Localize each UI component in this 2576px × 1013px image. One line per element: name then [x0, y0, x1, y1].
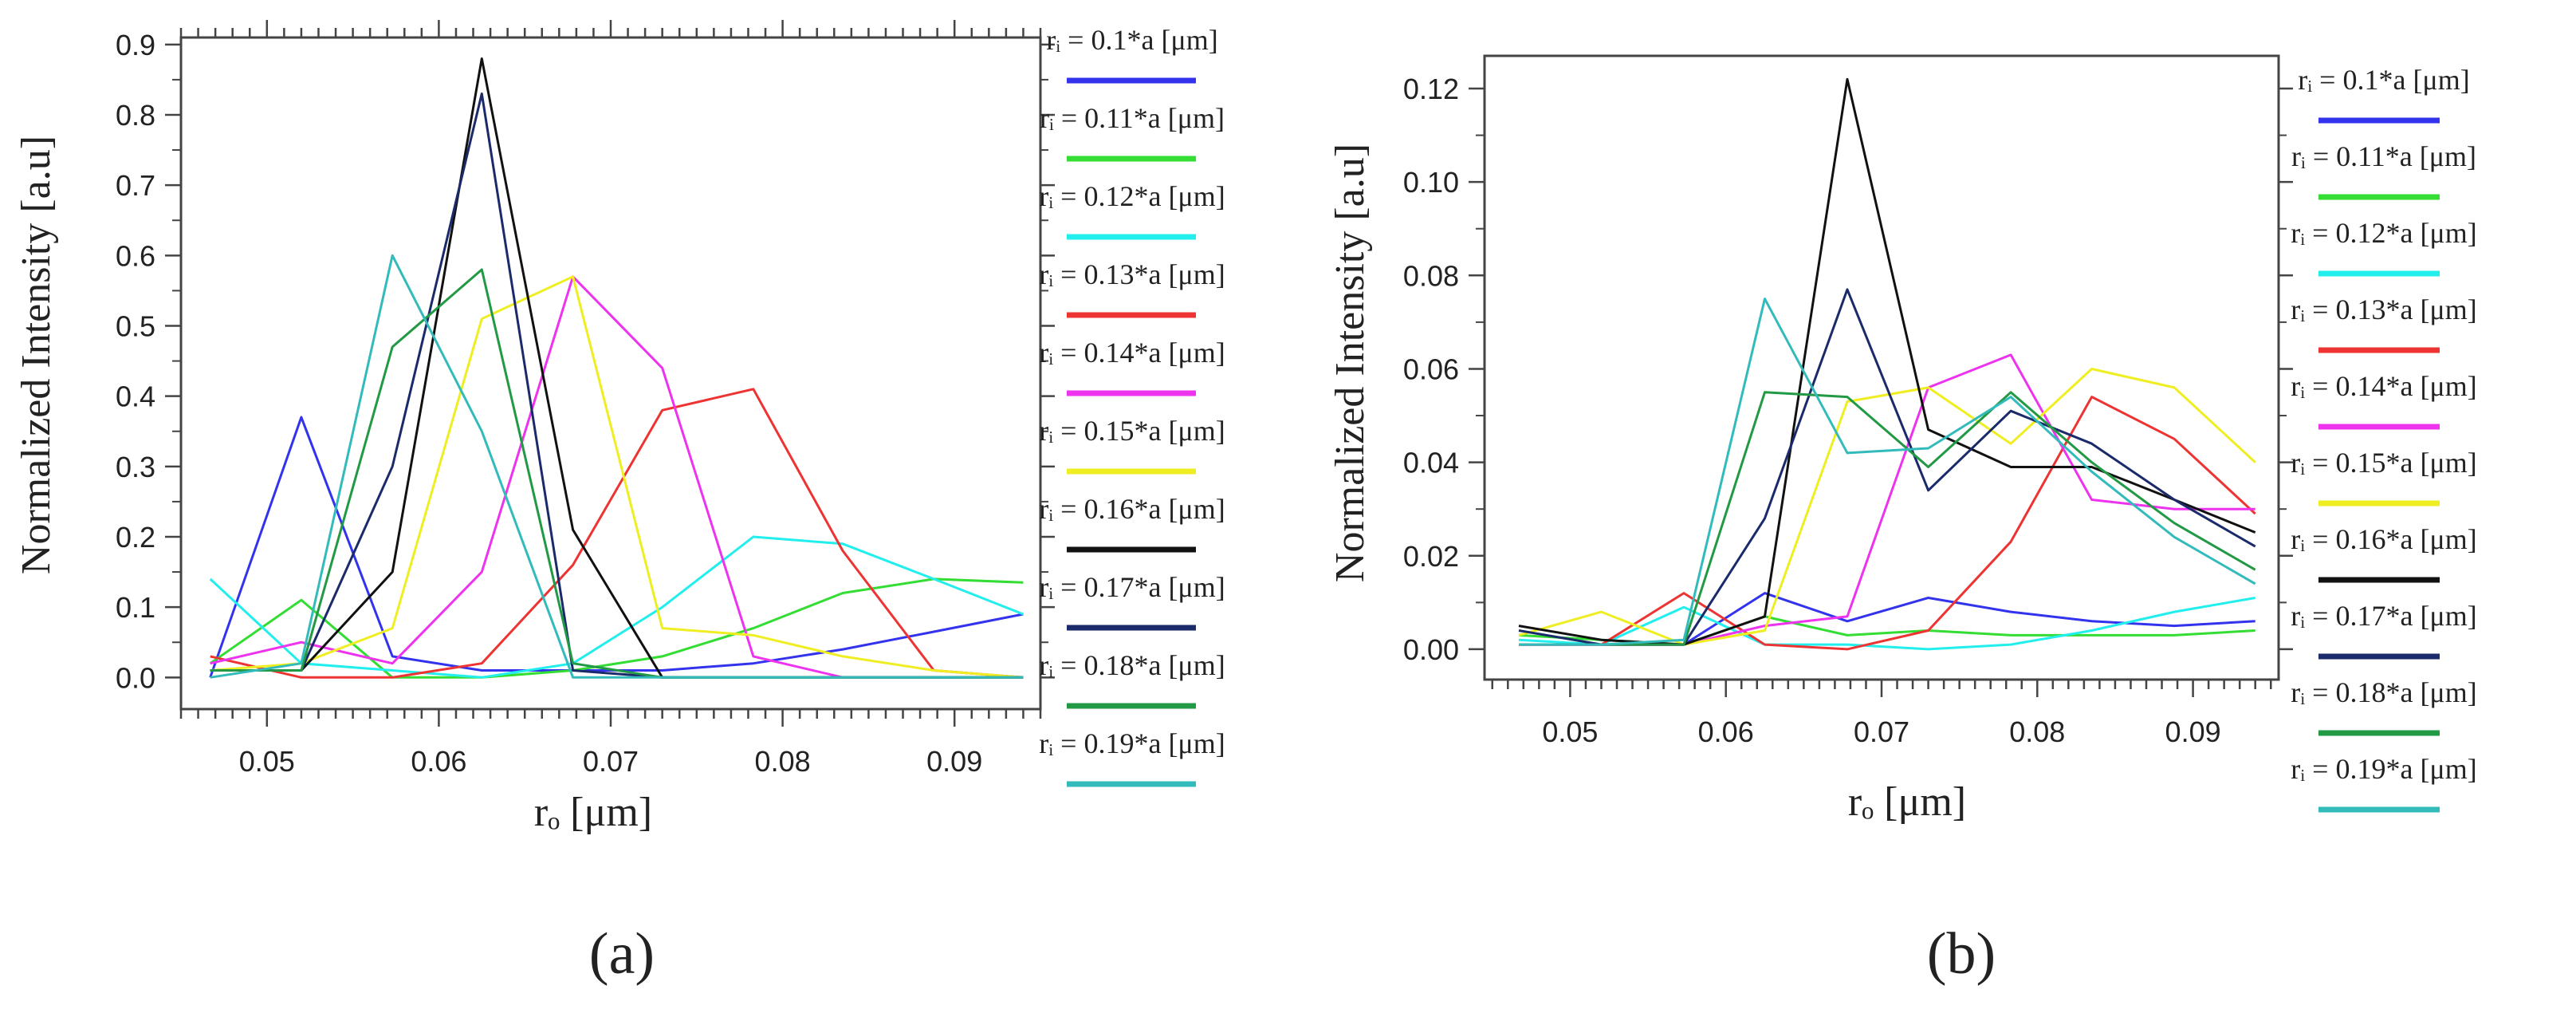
legend-label-7: rᵢ = 0.16*a [μm]	[2291, 523, 2476, 555]
legend-label-10: rᵢ = 0.19*a [μm]	[1039, 727, 1225, 759]
y-tick-label: 0.10	[1403, 166, 1459, 199]
y-tick-label: 0.0	[116, 661, 155, 694]
series-line-5	[210, 275, 1024, 679]
y-tick-label: 0.1	[116, 591, 155, 624]
y-axis-label: Normalized Intensity [a.u]	[14, 136, 59, 574]
legend-label-4: rᵢ = 0.13*a [μm]	[2291, 294, 2476, 325]
y-tick-label: 0.04	[1403, 447, 1459, 479]
plot-frame	[1483, 54, 2280, 681]
legend-label-2: rᵢ = 0.11*a [μm]	[1040, 102, 1225, 134]
y-tick-label: 0.4	[116, 380, 155, 413]
y-tick-label: 0.08	[1403, 259, 1459, 292]
y-tick-label: 0.8	[116, 99, 155, 132]
series-line-3	[209, 535, 1024, 679]
x-tick-label: 0.08	[755, 745, 811, 778]
series-line-2	[209, 577, 1024, 679]
y-tick-label: 0.5	[116, 309, 155, 342]
x-tick-label: 0.08	[2009, 715, 2065, 748]
y-tick-label: 0.9	[116, 29, 155, 61]
series-line-4	[1519, 396, 2256, 651]
y-tick-label: 0.00	[1403, 633, 1459, 666]
legend-label-2: rᵢ = 0.11*a [μm]	[2291, 140, 2476, 172]
series-line-10	[1519, 298, 2256, 646]
chart-b: 0.05 0.06 0.07 0.08 0.09 0.00 0.02 0.04 0.06 0.08…	[1327, 54, 2477, 987]
y-tick-label: 0.2	[116, 521, 155, 554]
series-line-5	[1519, 353, 2255, 646]
panel-label: (a)	[589, 921, 655, 987]
series-line-3	[1518, 597, 2255, 651]
legend-label-1: rᵢ = 0.1*a [μm]	[2298, 64, 2469, 96]
series-group	[1518, 77, 2256, 651]
x-tick-label: 0.07	[583, 745, 639, 778]
y-axis-label: Normalized Intensity [a.u]	[1327, 144, 1373, 582]
x-axis-label: rₒ [μm]	[534, 790, 652, 835]
x-tick-label: 0.06	[411, 745, 466, 778]
x-tick-label: 0.05	[1542, 715, 1598, 748]
x-tick-label: 0.05	[239, 745, 295, 778]
panel-label: (b)	[1927, 921, 1996, 987]
legend-label-1: rᵢ = 0.1*a [μm]	[1046, 24, 1217, 56]
legend-label-5: rᵢ = 0.14*a [μm]	[2291, 370, 2476, 402]
series-line-8	[1518, 288, 2256, 646]
y-tick-label: 0.02	[1403, 540, 1459, 573]
x-tick-label: 0.07	[1854, 715, 1909, 748]
series-group	[209, 57, 1024, 679]
series-line-6	[1518, 368, 2256, 646]
series-line-9	[210, 268, 1024, 679]
legend-label-5: rᵢ = 0.14*a [μm]	[1039, 337, 1225, 369]
legend-label-8: rᵢ = 0.17*a [μm]	[1039, 571, 1225, 603]
series-line-8	[210, 93, 1024, 679]
legend-label-6: rᵢ = 0.15*a [μm]	[2291, 447, 2476, 479]
series-line-10	[210, 254, 1024, 679]
legend-label-3: rᵢ = 0.12*a [μm]	[2291, 217, 2476, 249]
chart-a: 0.05 0.06 0.07 0.08 0.09 0.0 0.1 0.2 0.3 0.4 0.5 0.…	[14, 20, 1225, 987]
y-tick-label: 0.7	[116, 169, 155, 202]
series-line-9	[1519, 391, 2256, 646]
legend-label-7: rᵢ = 0.16*a [μm]	[1039, 493, 1225, 525]
series-line-6	[210, 275, 1024, 679]
series-line-4	[210, 388, 1024, 679]
legend-label-8: rᵢ = 0.17*a [μm]	[2291, 600, 2476, 632]
y-tick-label: 0.06	[1403, 353, 1459, 385]
y-tick-label: 0.12	[1403, 73, 1459, 105]
legend-label-6: rᵢ = 0.15*a [μm]	[1039, 415, 1225, 447]
x-tick-label: 0.06	[1698, 715, 1754, 748]
y-tick-label: 0.3	[116, 451, 155, 483]
x-axis-label: rₒ [μm]	[1848, 779, 1966, 825]
legend-label-4: rᵢ = 0.13*a [μm]	[1039, 258, 1225, 290]
y-tick-label: 0.6	[116, 239, 155, 272]
series-line-7	[1518, 77, 2256, 646]
legend-label-3: rᵢ = 0.12*a [μm]	[1039, 180, 1225, 212]
x-tick-label: 0.09	[2165, 715, 2221, 748]
x-tick-label: 0.09	[926, 745, 982, 778]
legend-label-9: rᵢ = 0.18*a [μm]	[2291, 676, 2476, 708]
legend-label-10: rᵢ = 0.19*a [μm]	[2291, 753, 2476, 785]
legend-label-9: rᵢ = 0.18*a [μm]	[1039, 649, 1225, 681]
